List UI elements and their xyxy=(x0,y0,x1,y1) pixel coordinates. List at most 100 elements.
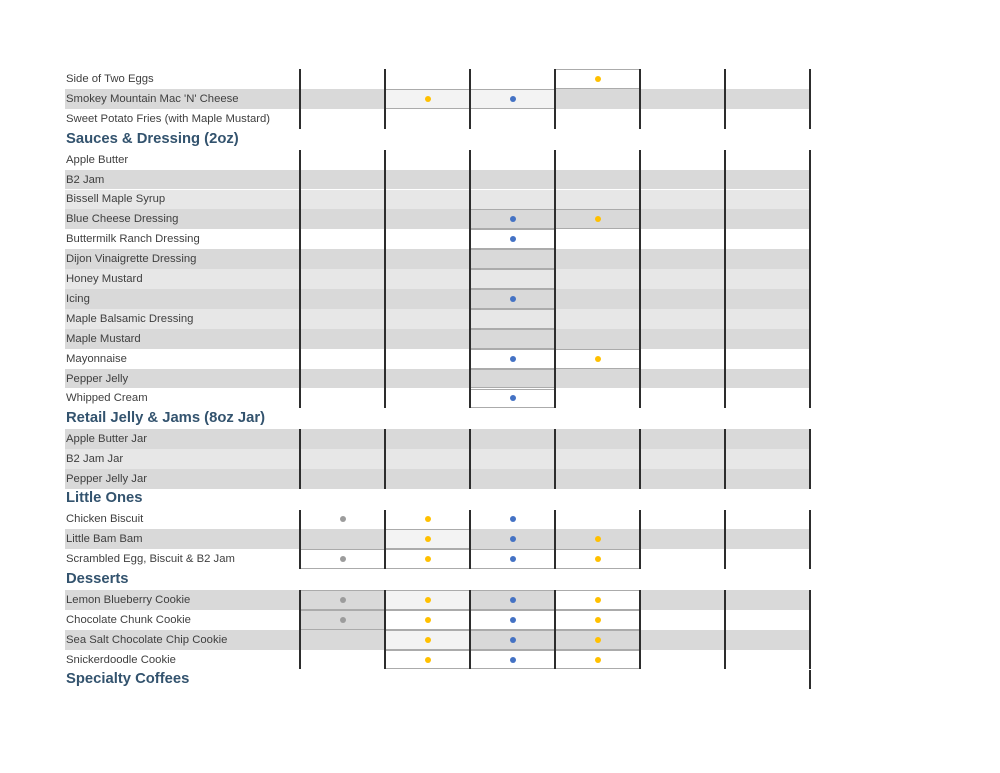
row-label: Chicken Biscuit xyxy=(66,513,144,526)
dot-blue xyxy=(509,656,516,663)
dot-yellow xyxy=(594,596,601,603)
dot-blue xyxy=(509,616,516,623)
dot-blue xyxy=(509,536,516,543)
dot-yellow xyxy=(594,616,601,623)
table-row: Mayonnaise xyxy=(65,348,810,369)
table-row: Chicken Biscuit xyxy=(65,509,810,530)
row-label: Snickerdoodle Cookie xyxy=(66,653,176,666)
column-divider xyxy=(384,149,386,409)
column-divider xyxy=(469,149,471,409)
dot-blue xyxy=(509,395,516,402)
column-divider xyxy=(469,589,471,670)
section-header: Retail Jelly & Jams (8oz Jar) xyxy=(66,409,266,426)
column-divider xyxy=(724,509,726,570)
table-row: Apple Butter xyxy=(65,149,810,170)
row-label: Mayonnaise xyxy=(66,352,127,365)
row-label: Pepper Jelly Jar xyxy=(66,472,147,485)
dot-gray xyxy=(339,616,346,623)
column-divider xyxy=(299,429,301,489)
table-row: Side of Two Eggs xyxy=(65,69,810,90)
column-divider xyxy=(554,69,556,129)
table-row: Sea Salt Chocolate Chip Cookie xyxy=(65,629,810,650)
column-divider xyxy=(384,589,386,670)
dot-yellow xyxy=(594,636,601,643)
row-label: Bissell Maple Syrup xyxy=(66,193,166,206)
table-row: Dijon Vinaigrette Dressing xyxy=(65,249,810,270)
table-row: Maple Mustard xyxy=(65,328,810,349)
table-row: Lemon Blueberry Cookie xyxy=(65,589,810,610)
row-label: Whipped Cream xyxy=(66,392,148,405)
row-label: Scrambled Egg, Biscuit & B2 Jam xyxy=(66,553,235,566)
table-row: Little Bam Bam xyxy=(65,529,810,550)
column-divider xyxy=(724,69,726,129)
row-label: B2 Jam Jar xyxy=(66,452,124,465)
row-label: B2 Jam xyxy=(66,173,105,186)
row-label: Honey Mustard xyxy=(66,273,143,286)
table-row: B2 Jam Jar xyxy=(65,449,810,469)
table-row: Smokey Mountain Mac 'N' Cheese xyxy=(65,89,810,110)
table-row: Whipped Cream xyxy=(65,388,810,409)
row-label: Buttermilk Ranch Dressing xyxy=(66,233,200,246)
column-divider xyxy=(384,69,386,129)
table-row: Buttermilk Ranch Dressing xyxy=(65,229,810,250)
dot-yellow xyxy=(424,536,431,543)
column-divider xyxy=(554,149,556,409)
dot-gray xyxy=(339,516,346,523)
column-divider xyxy=(299,149,301,409)
table-row: Blue Cheese Dressing xyxy=(65,209,810,230)
row-label: Little Bam Bam xyxy=(66,533,143,546)
section-header: Specialty Coffees xyxy=(66,671,190,687)
section-header: Little Ones xyxy=(66,490,143,507)
column-divider xyxy=(809,509,811,570)
column-divider xyxy=(639,149,641,409)
table-row: Maple Balsamic Dressing xyxy=(65,308,810,329)
dot-yellow xyxy=(424,636,431,643)
table-row: Bissell Maple Syrup xyxy=(65,189,810,210)
column-divider xyxy=(469,429,471,489)
cell-box xyxy=(470,308,555,329)
table-row: Apple Butter Jar xyxy=(65,429,810,449)
dot-blue xyxy=(509,355,516,362)
row-label: Chocolate Chunk Cookie xyxy=(66,613,191,626)
table-row: Honey Mustard xyxy=(65,269,810,289)
table-row: Pepper Jelly Jar xyxy=(65,468,810,489)
column-divider xyxy=(469,509,471,570)
row-label: Sea Salt Chocolate Chip Cookie xyxy=(66,633,228,646)
dot-blue xyxy=(509,96,516,103)
dot-yellow xyxy=(424,616,431,623)
column-divider xyxy=(809,669,811,689)
dot-blue xyxy=(509,236,516,243)
table-row: B2 Jam xyxy=(65,169,810,190)
row-label: Lemon Blueberry Cookie xyxy=(66,593,191,606)
column-divider xyxy=(809,149,811,409)
row-label: Sweet Potato Fries (with Maple Mustard) xyxy=(66,113,271,126)
column-divider xyxy=(554,589,556,670)
column-divider xyxy=(809,429,811,489)
table-row: Chocolate Chunk Cookie xyxy=(65,609,810,630)
column-divider xyxy=(724,429,726,489)
row-label: Apple Butter Jar xyxy=(66,433,148,446)
column-divider xyxy=(299,69,301,129)
table-row: Sweet Potato Fries (with Maple Mustard) xyxy=(65,109,810,129)
row-label: Dijon Vinaigrette Dressing xyxy=(66,253,197,266)
dot-yellow xyxy=(424,656,431,663)
row-label: Side of Two Eggs xyxy=(66,73,154,86)
dot-blue xyxy=(509,556,516,563)
dot-blue xyxy=(509,216,516,223)
section-header: Sauces & Dressing (2oz) xyxy=(66,130,239,147)
column-divider xyxy=(639,429,641,489)
dot-yellow xyxy=(594,656,601,663)
dot-gray xyxy=(339,556,346,563)
dot-yellow xyxy=(594,355,601,362)
dot-blue xyxy=(509,636,516,643)
cell-box xyxy=(470,249,555,270)
dot-yellow xyxy=(594,216,601,223)
column-divider xyxy=(809,69,811,129)
row-label: Pepper Jelly xyxy=(66,372,129,385)
row-label: Maple Balsamic Dressing xyxy=(66,312,194,325)
column-divider xyxy=(639,509,641,570)
section-header: Desserts xyxy=(66,570,129,587)
column-divider xyxy=(809,589,811,670)
dot-yellow xyxy=(594,556,601,563)
